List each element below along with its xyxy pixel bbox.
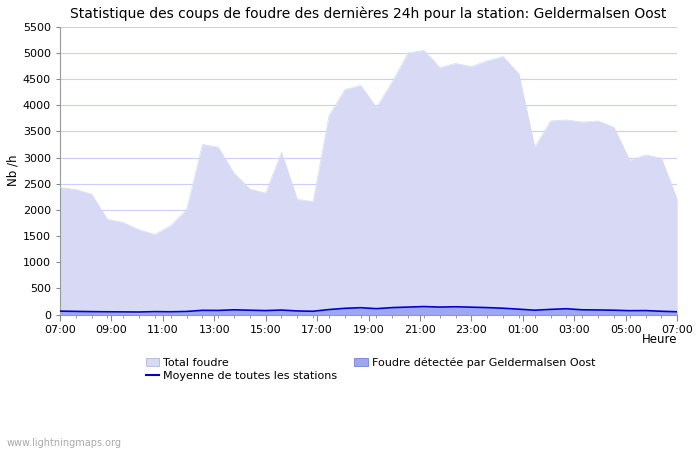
Legend: Total foudre, Moyenne de toutes les stations, Foudre détectée par Geldermalsen O: Total foudre, Moyenne de toutes les stat… bbox=[146, 357, 596, 382]
Title: Statistique des coups de foudre des dernières 24h pour la station: Geldermalsen : Statistique des coups de foudre des dern… bbox=[70, 7, 666, 22]
Y-axis label: Nb /h: Nb /h bbox=[7, 155, 20, 186]
Text: Heure: Heure bbox=[642, 333, 677, 346]
Text: www.lightningmaps.org: www.lightningmaps.org bbox=[7, 438, 122, 448]
